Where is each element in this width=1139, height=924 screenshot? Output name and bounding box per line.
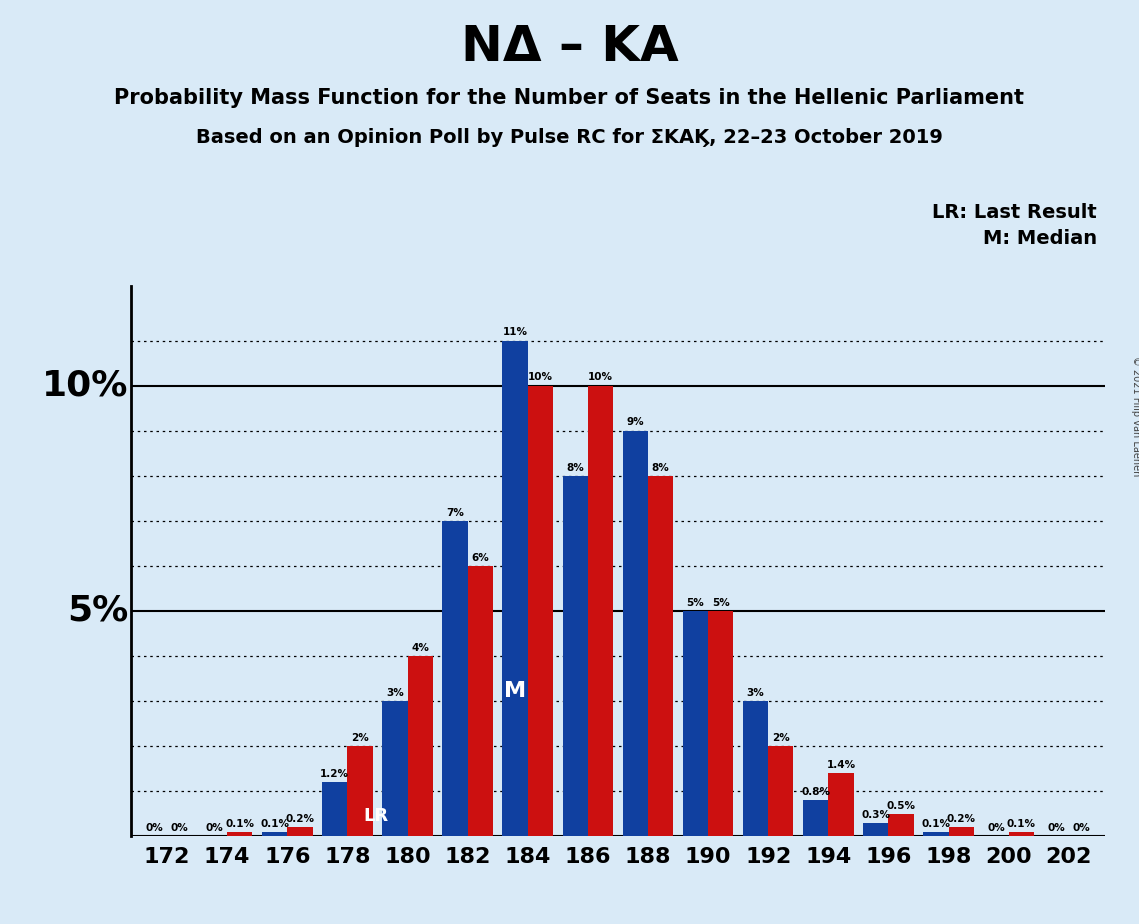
Text: 0.3%: 0.3% [861, 809, 891, 820]
Text: 4%: 4% [411, 643, 429, 653]
Bar [322, 782, 347, 836]
Bar [588, 385, 613, 836]
Bar [949, 827, 974, 836]
Text: 5%: 5% [67, 594, 128, 628]
Text: 0%: 0% [146, 823, 163, 833]
Text: 0%: 0% [1073, 823, 1090, 833]
Text: 6%: 6% [472, 553, 489, 563]
Text: Probability Mass Function for the Number of Seats in the Hellenic Parliament: Probability Mass Function for the Number… [115, 88, 1024, 108]
Text: 5%: 5% [687, 598, 704, 608]
Text: 0%: 0% [988, 823, 1005, 833]
Text: NΔ – KA: NΔ – KA [460, 23, 679, 71]
Text: 2%: 2% [351, 733, 369, 743]
Bar [563, 476, 588, 836]
Text: 0.2%: 0.2% [947, 814, 976, 824]
Text: 7%: 7% [446, 507, 464, 517]
Text: 10%: 10% [42, 369, 128, 403]
Bar [502, 341, 527, 836]
Bar [527, 385, 554, 836]
Text: 1.4%: 1.4% [827, 760, 855, 770]
Text: 3%: 3% [386, 687, 403, 698]
Text: © 2021 Filip van Laenen: © 2021 Filip van Laenen [1131, 356, 1139, 476]
Text: LR: Last Result: LR: Last Result [932, 203, 1097, 223]
Text: 5%: 5% [712, 598, 730, 608]
Bar [768, 746, 794, 836]
Bar [708, 611, 734, 836]
Text: 10%: 10% [588, 372, 613, 383]
Text: 0.2%: 0.2% [286, 814, 314, 824]
Bar [743, 701, 768, 836]
Bar [408, 656, 433, 836]
Text: 8%: 8% [652, 463, 670, 472]
Text: 9%: 9% [626, 418, 645, 428]
Text: 0.1%: 0.1% [226, 819, 254, 829]
Text: M: Median: M: Median [983, 229, 1097, 249]
Text: Based on an Opinion Poll by Pulse RC for ΣKAϏ, 22–23 October 2019: Based on an Opinion Poll by Pulse RC for… [196, 128, 943, 147]
Bar [1009, 832, 1034, 836]
Bar [888, 814, 913, 836]
Bar [442, 521, 468, 836]
Bar [648, 476, 673, 836]
Text: 3%: 3% [747, 687, 764, 698]
Bar [383, 701, 408, 836]
Text: 8%: 8% [566, 463, 584, 472]
Bar [924, 832, 949, 836]
Bar [623, 431, 648, 836]
Text: 0%: 0% [171, 823, 189, 833]
Text: 0%: 0% [1047, 823, 1065, 833]
Bar [468, 565, 493, 836]
Text: 10%: 10% [527, 372, 552, 383]
Bar [863, 822, 888, 836]
Text: 0.5%: 0.5% [886, 800, 916, 810]
Bar [347, 746, 372, 836]
Bar [287, 827, 312, 836]
Bar [828, 773, 853, 836]
Bar [803, 800, 828, 836]
Bar [262, 832, 287, 836]
Bar [227, 832, 253, 836]
Text: LR: LR [363, 807, 388, 825]
Bar [682, 611, 708, 836]
Text: M: M [505, 681, 526, 701]
Text: 11%: 11% [502, 327, 527, 337]
Text: 0.1%: 0.1% [260, 819, 289, 829]
Text: 0.8%: 0.8% [801, 787, 830, 797]
Text: 0.1%: 0.1% [1007, 819, 1035, 829]
Text: 2%: 2% [772, 733, 789, 743]
Text: 0.1%: 0.1% [921, 819, 950, 829]
Text: 1.2%: 1.2% [320, 769, 350, 779]
Text: 0%: 0% [206, 823, 223, 833]
